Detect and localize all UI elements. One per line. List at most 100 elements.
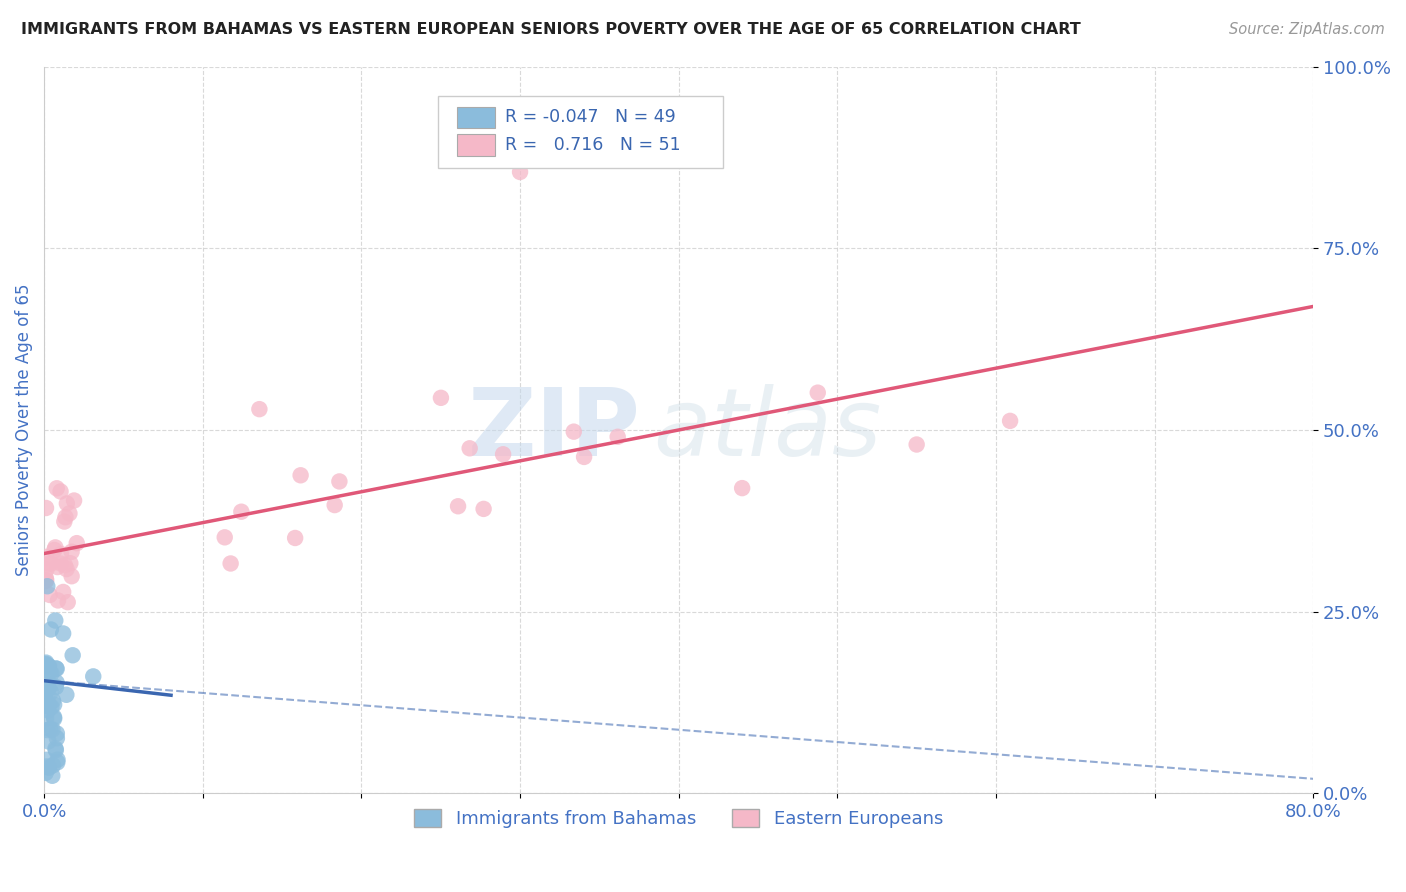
Point <box>284 531 307 545</box>
Point <box>38 588 60 602</box>
Point <box>49 557 72 571</box>
Point <box>509 165 531 179</box>
Point <box>52 626 75 640</box>
Point <box>60 569 83 583</box>
Point <box>37 681 59 696</box>
Point <box>323 498 346 512</box>
Point <box>39 623 62 637</box>
Point <box>52 585 75 599</box>
Point <box>458 442 481 456</box>
Point <box>37 579 59 593</box>
Point <box>42 758 65 772</box>
Text: R =   0.716   N = 51: R = 0.716 N = 51 <box>505 136 681 154</box>
Point <box>492 447 515 461</box>
Point <box>472 502 495 516</box>
Point <box>53 515 76 529</box>
Point <box>46 756 69 770</box>
Point <box>45 731 67 746</box>
Text: Source: ZipAtlas.com: Source: ZipAtlas.com <box>1229 22 1385 37</box>
Point <box>56 496 79 510</box>
Point <box>37 734 59 748</box>
Point <box>35 574 58 588</box>
Text: R = -0.047   N = 49: R = -0.047 N = 49 <box>505 109 675 127</box>
Point <box>39 685 62 699</box>
Point <box>606 430 628 444</box>
Point <box>55 562 77 576</box>
Point <box>38 557 60 571</box>
Point <box>38 659 60 673</box>
Point <box>35 698 58 713</box>
Point <box>45 726 67 740</box>
Point <box>37 703 59 717</box>
Point <box>55 510 77 524</box>
Point <box>328 475 350 489</box>
Point <box>44 741 66 756</box>
Point <box>44 614 66 628</box>
Y-axis label: Seniors Poverty Over the Age of 65: Seniors Poverty Over the Age of 65 <box>15 284 32 576</box>
Point <box>447 500 470 514</box>
Point <box>35 694 58 708</box>
Point <box>37 658 59 673</box>
Point <box>49 484 72 499</box>
Point <box>66 536 89 550</box>
Point <box>35 759 58 773</box>
Point <box>572 450 595 464</box>
Point <box>35 657 58 672</box>
Point <box>38 761 60 775</box>
Point <box>44 698 66 712</box>
Point <box>998 414 1021 428</box>
FancyBboxPatch shape <box>457 106 495 128</box>
Point <box>45 481 67 495</box>
Point <box>430 391 453 405</box>
Point <box>49 547 72 561</box>
Point <box>38 681 60 696</box>
Point <box>38 698 60 713</box>
Point <box>35 765 58 780</box>
Point <box>35 573 58 587</box>
FancyBboxPatch shape <box>437 95 723 169</box>
Point <box>41 723 63 737</box>
Point <box>45 743 67 757</box>
Point <box>807 385 830 400</box>
Point <box>59 556 82 570</box>
Point <box>62 648 84 663</box>
Point <box>45 661 67 675</box>
Point <box>35 657 58 671</box>
Point <box>45 675 67 690</box>
Point <box>290 468 312 483</box>
Point <box>45 662 67 676</box>
Point <box>39 557 62 571</box>
Point <box>42 693 65 707</box>
Point <box>82 669 104 683</box>
Point <box>214 530 236 544</box>
Point <box>44 712 66 726</box>
Point <box>46 753 69 767</box>
Point <box>56 595 79 609</box>
Text: atlas: atlas <box>654 384 882 475</box>
Point <box>905 437 928 451</box>
Point <box>44 543 66 558</box>
Point <box>37 669 59 683</box>
Legend: Immigrants from Bahamas, Eastern Europeans: Immigrants from Bahamas, Eastern Europea… <box>406 801 950 835</box>
Point <box>35 656 58 670</box>
Point <box>562 425 585 439</box>
Point <box>35 563 58 577</box>
Point <box>42 710 65 724</box>
Point <box>35 549 58 564</box>
Point <box>35 753 58 767</box>
Point <box>45 680 67 694</box>
Point <box>41 666 63 681</box>
Point <box>46 593 69 607</box>
Point <box>231 505 253 519</box>
Point <box>37 723 59 737</box>
Point <box>55 688 77 702</box>
Point <box>46 560 69 574</box>
Text: ZIP: ZIP <box>468 384 641 476</box>
Point <box>38 665 60 679</box>
Point <box>35 685 58 699</box>
Point <box>63 493 86 508</box>
Point <box>53 558 76 573</box>
Point <box>41 769 63 783</box>
Point <box>35 571 58 585</box>
Point <box>60 545 83 559</box>
